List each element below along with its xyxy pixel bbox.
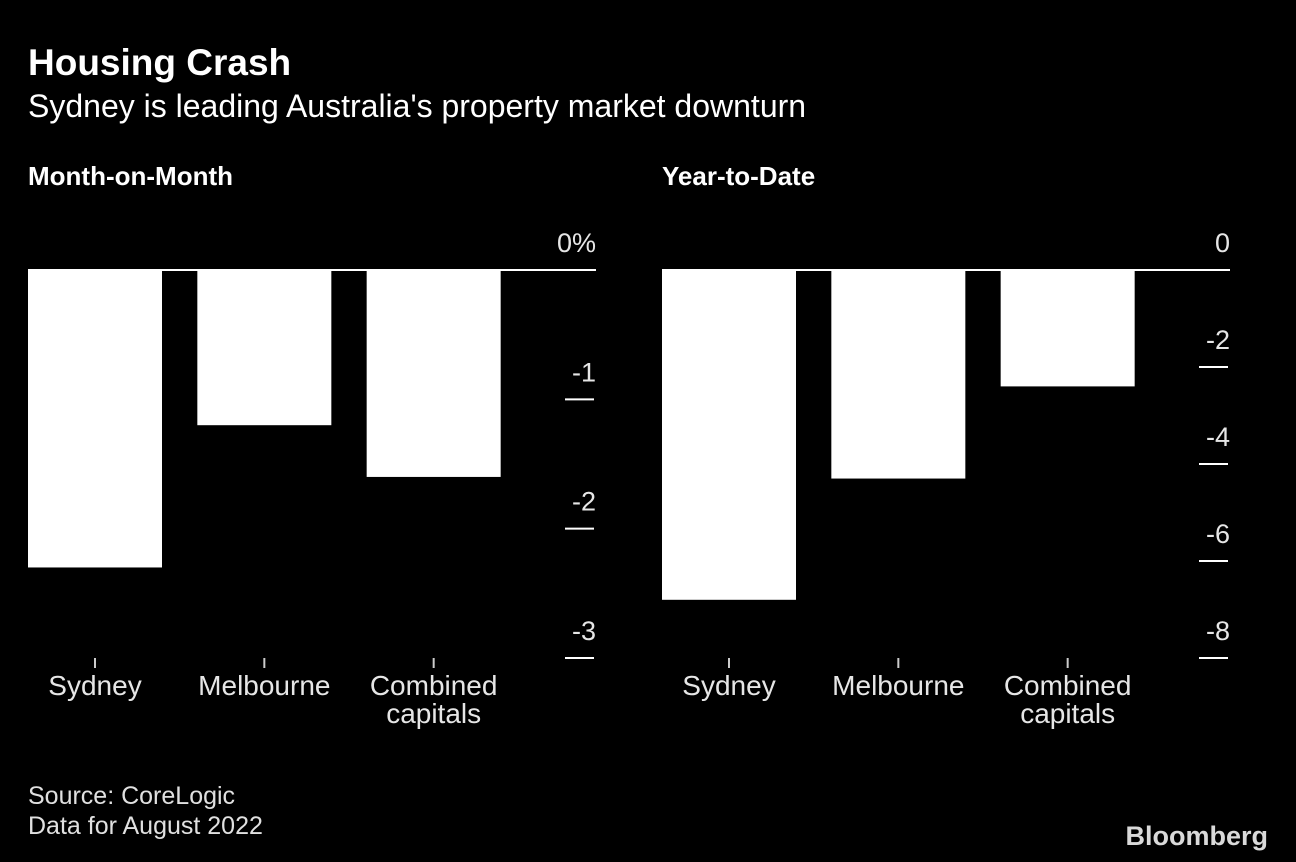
y-tick-label: -3: [572, 616, 596, 646]
brand: Bloomberg: [1125, 821, 1268, 851]
bar: [28, 270, 162, 568]
x-tick-label: Melbourne: [832, 670, 965, 701]
x-tick-label: Sydney: [682, 670, 776, 701]
source: Source: CoreLogic: [28, 782, 235, 810]
y-tick-label: -6: [1206, 519, 1230, 549]
y-tick-label: 0: [1215, 228, 1230, 258]
x-tick-label: Combined capitals: [1003, 670, 1132, 729]
bar: [1000, 270, 1135, 387]
subtitle: Sydney is leading Australia's property m…: [28, 88, 806, 124]
y-tick-label: -8: [1206, 616, 1230, 646]
title: Housing Crash: [28, 42, 291, 83]
y-tick-label: -4: [1206, 422, 1230, 452]
bar: [366, 270, 501, 477]
y-tick-label: -2: [572, 487, 596, 517]
x-tick-label: Melbourne: [198, 670, 331, 701]
y-tick-label: -1: [572, 357, 596, 387]
bar: [831, 270, 966, 479]
panel-title: Year-to-Date: [662, 161, 815, 191]
y-tick-label: 0%: [557, 228, 596, 258]
x-tick-label: Combined capitals: [369, 670, 498, 729]
bar: [197, 270, 332, 426]
bar: [662, 270, 796, 600]
y-tick-label: -2: [1206, 325, 1230, 355]
x-tick-label: Sydney: [48, 670, 142, 701]
panel-title: Month-on-Month: [28, 161, 233, 191]
note: Data for August 2022: [28, 812, 263, 840]
